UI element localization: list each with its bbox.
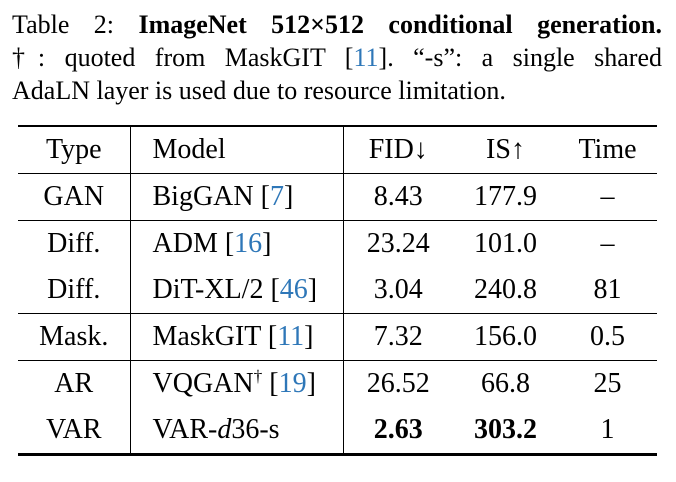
model-cell: VAR-d36-s bbox=[129, 407, 343, 455]
type-cell: Diff. bbox=[47, 228, 101, 259]
model-post: ] bbox=[306, 368, 316, 399]
time-cell: 25 bbox=[593, 368, 622, 399]
type-cell: GAN bbox=[43, 181, 105, 212]
fid-cell: 7.32 bbox=[342, 313, 453, 361]
group-diffusion: Diff. ADM [16] 23.24 101.0 – Diff. DiT-X… bbox=[18, 220, 657, 314]
model-post: ] bbox=[307, 274, 318, 305]
table-row-adm: Diff. ADM [16] 23.24 101.0 – bbox=[18, 220, 657, 267]
citation-link[interactable]: 16 bbox=[234, 228, 263, 259]
time-cell: – bbox=[600, 228, 615, 259]
table-row-biggan: GAN BigGAN [7] 8.43 177.9 – bbox=[18, 173, 657, 221]
model-mid: 36-s bbox=[231, 414, 280, 445]
model-name: MaskGIT [ bbox=[152, 321, 278, 352]
citation-link[interactable]: 11 bbox=[277, 321, 305, 352]
table-row-dit: Diff. DiT-XL/2 [46] 3.04 240.8 81 bbox=[18, 267, 657, 314]
is-cell: 177.9 bbox=[474, 181, 537, 212]
model-name: VAR- bbox=[152, 414, 218, 445]
model-post: ] bbox=[262, 228, 272, 259]
fid-cell: 26.52 bbox=[342, 360, 453, 407]
caption-line-2: †: quoted from MaskGIT [11]. “-s”: a sin… bbox=[12, 41, 662, 74]
model-cell: VQGAN† [19] bbox=[129, 360, 343, 407]
citation-link[interactable]: 7 bbox=[269, 181, 284, 212]
header-is: IS↑ bbox=[486, 134, 525, 165]
time-cell: 1 bbox=[600, 414, 615, 445]
is-cell: 101.0 bbox=[474, 228, 537, 259]
model-name: ADM [ bbox=[152, 228, 235, 259]
model-cell: ADM [16] bbox=[129, 220, 343, 267]
model-name: BigGAN [ bbox=[152, 181, 270, 212]
fid-cell: 8.43 bbox=[342, 173, 453, 221]
caption-title: ImageNet 512×512 conditional generation. bbox=[138, 10, 663, 39]
type-cell: VAR bbox=[45, 414, 102, 445]
citation-link[interactable]: 46 bbox=[279, 274, 308, 305]
table-row-vqgan: AR VQGAN† [19] 26.52 66.8 25 bbox=[18, 360, 657, 407]
time-cell: 81 bbox=[593, 274, 622, 305]
header-time: Time bbox=[578, 134, 637, 165]
model-cell: DiT-XL/2 [46] bbox=[129, 267, 343, 314]
is-cell-best: 303.2 bbox=[474, 414, 537, 445]
type-cell: Diff. bbox=[47, 274, 101, 305]
is-cell: 240.8 bbox=[474, 274, 537, 305]
caption-line-3: AdaLN layer is used due to resource limi… bbox=[12, 76, 506, 105]
model-cell: MaskGIT [11] bbox=[129, 313, 343, 361]
fid-cell: 23.24 bbox=[342, 220, 453, 267]
caption-line-1: Table 2: ImageNet 512×512 conditional ge… bbox=[12, 8, 662, 41]
model-post: ] bbox=[283, 181, 294, 212]
model-italic: d bbox=[217, 414, 232, 445]
group-ar-var: AR VQGAN† [19] 26.52 66.8 25 VAR VAR-d36… bbox=[18, 360, 657, 455]
header-model: Model bbox=[129, 126, 343, 174]
fid-cell: 3.04 bbox=[342, 267, 453, 314]
dagger-icon: † bbox=[253, 366, 263, 386]
citation-link[interactable]: 19 bbox=[278, 368, 307, 399]
model-name: DiT-XL/2 [ bbox=[152, 274, 280, 305]
caption-text-pre: †: quoted from MaskGIT [ bbox=[12, 43, 354, 72]
caption-text-post: ]. “-s”: a single shared bbox=[378, 43, 663, 72]
time-cell: – bbox=[600, 181, 615, 212]
caption-label: Table 2: bbox=[12, 10, 139, 39]
model-post: ] bbox=[304, 321, 314, 352]
header-fid: FID↓ bbox=[342, 126, 453, 174]
type-cell: AR bbox=[54, 368, 94, 399]
header-type: Type bbox=[45, 134, 102, 165]
header-row: Type Model FID↓ IS↑ Time bbox=[18, 126, 657, 174]
table-row-var: VAR VAR-d36-s 2.63 303.2 1 bbox=[18, 407, 657, 455]
citation-link-11[interactable]: 11 bbox=[353, 43, 379, 72]
is-cell: 156.0 bbox=[474, 321, 537, 352]
model-name: VQGAN bbox=[152, 368, 254, 399]
model-cell: BigGAN [7] bbox=[129, 173, 343, 221]
time-cell: 0.5 bbox=[590, 321, 625, 352]
fid-cell-best: 2.63 bbox=[342, 407, 453, 455]
table-caption: Table 2: ImageNet 512×512 conditional ge… bbox=[12, 8, 662, 107]
group-mask: Mask. MaskGIT [11] 7.32 156.0 0.5 bbox=[18, 313, 657, 361]
group-gan: GAN BigGAN [7] 8.43 177.9 – bbox=[18, 173, 657, 221]
table-row-maskgit: Mask. MaskGIT [11] 7.32 156.0 0.5 bbox=[18, 313, 657, 361]
results-table: Type Model FID↓ IS↑ Time GAN BigGAN [7] … bbox=[18, 125, 657, 456]
table-header: Type Model FID↓ IS↑ Time bbox=[18, 126, 657, 174]
is-cell: 66.8 bbox=[481, 368, 530, 399]
type-cell: Mask. bbox=[39, 321, 109, 352]
model-mid: [ bbox=[262, 368, 279, 399]
